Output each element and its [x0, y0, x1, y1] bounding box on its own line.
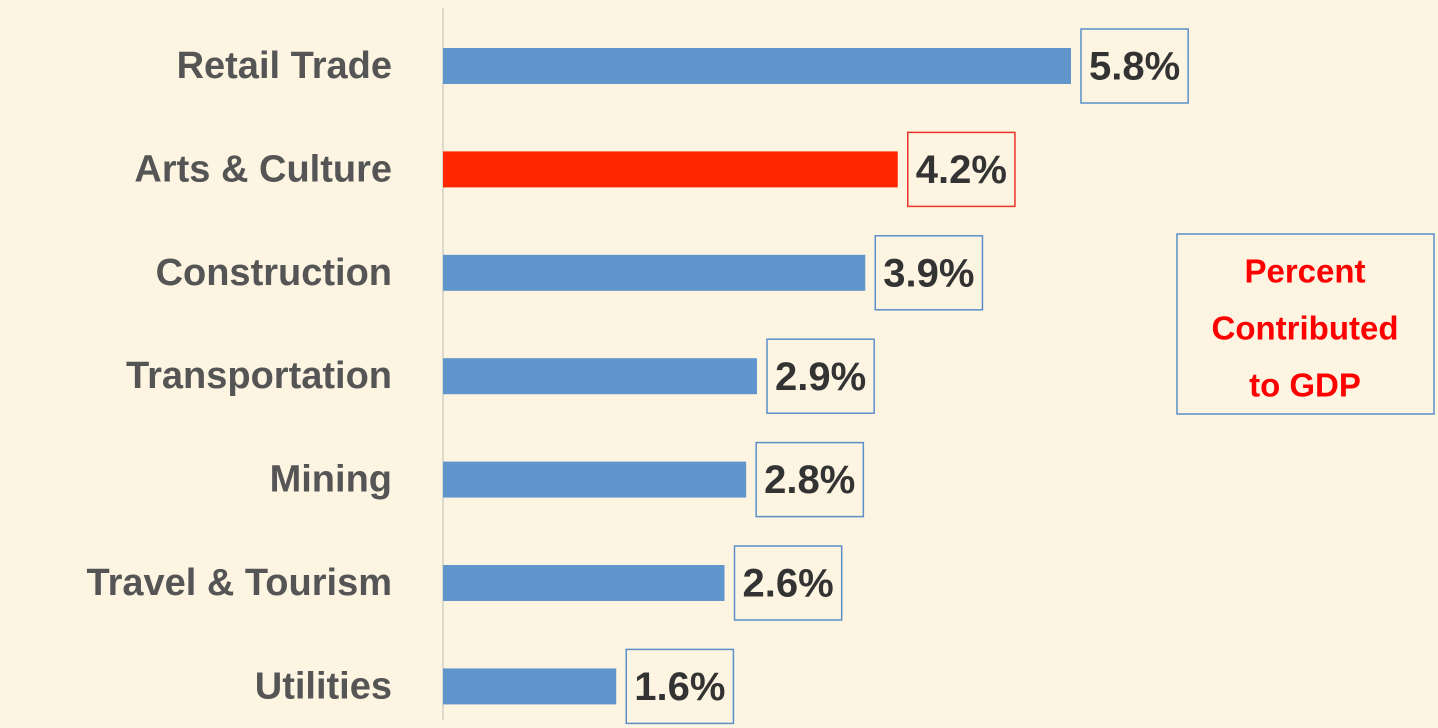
y-tick-label: Construction: [156, 252, 392, 294]
y-tick-label: Arts & Culture: [134, 148, 392, 190]
value-label-box: [874, 235, 984, 311]
bar: [443, 668, 617, 705]
annotation: Contributed: [1212, 310, 1399, 347]
value-label: 4.2%: [916, 148, 1007, 192]
value-label: 1.6%: [634, 665, 725, 709]
value-label: 5.8%: [1089, 45, 1180, 89]
value-label: 2.6%: [743, 562, 834, 606]
value-label-box: [766, 338, 875, 414]
bar: [443, 254, 866, 291]
value-label-box: [755, 441, 865, 518]
value-label-box: [907, 131, 1016, 208]
annotation-box: [1176, 233, 1435, 415]
annotation: to GDP: [1249, 367, 1361, 404]
y-tick-label: Mining: [270, 459, 392, 501]
y-tick-label: Utilities: [255, 665, 392, 707]
value-label-box: [1080, 28, 1189, 104]
value-label-box: [733, 545, 843, 621]
y-tick-label: Transportation: [126, 355, 392, 397]
value-label-box: [625, 648, 735, 725]
value-label: 3.9%: [883, 251, 974, 295]
bar: [443, 461, 747, 498]
annotation: Percent: [1244, 253, 1365, 290]
bar: [443, 48, 1071, 84]
y-tick-label: Retail Trade: [177, 45, 392, 87]
value-label: 2.9%: [775, 355, 866, 399]
value-label: 2.8%: [764, 458, 855, 502]
y-tick-label: Travel & Tourism: [86, 562, 392, 604]
bar: [443, 358, 757, 395]
bar: [443, 151, 898, 188]
bar: [443, 565, 725, 601]
